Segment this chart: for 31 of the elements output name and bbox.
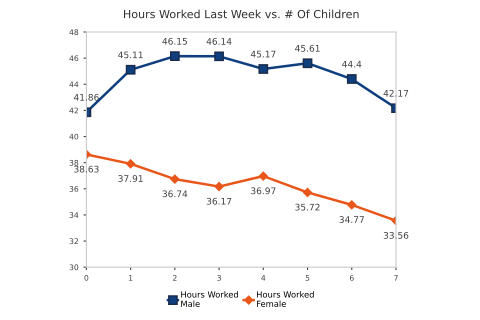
data-label: 35.72 <box>295 204 320 211</box>
data-label: 42.17 <box>384 90 408 97</box>
legend-label: Hours Worked Female <box>257 291 314 307</box>
data-label: 46.14 <box>206 38 232 45</box>
point <box>258 172 268 181</box>
data-label: 41.86 <box>74 94 99 101</box>
data-label: 36.97 <box>251 187 276 194</box>
data-label: 44.4 <box>342 60 362 68</box>
point <box>302 58 312 68</box>
point <box>170 174 180 184</box>
point <box>347 200 356 210</box>
legend-label: Hours Worked Male <box>181 291 238 307</box>
data-label: 34.77 <box>340 216 364 223</box>
data-label: 46.15 <box>162 38 187 45</box>
point <box>346 74 357 84</box>
data-label: 36.17 <box>206 198 232 205</box>
data-label: 38.63 <box>74 166 99 173</box>
point <box>258 64 268 74</box>
data-label: 45.61 <box>295 44 320 52</box>
point <box>214 182 224 192</box>
data-label: 36.74 <box>162 190 188 198</box>
data-label: 33.56 <box>384 232 408 239</box>
point <box>170 51 180 62</box>
chart-title: Hours Worked Last Week vs. # Of Children <box>124 10 359 18</box>
point <box>126 159 136 168</box>
data-label: 45.11 <box>118 52 143 58</box>
data-label: 45.17 <box>250 50 276 58</box>
point <box>302 188 312 198</box>
data-label: 37.91 <box>118 175 143 182</box>
point <box>126 64 136 75</box>
point <box>214 51 224 62</box>
